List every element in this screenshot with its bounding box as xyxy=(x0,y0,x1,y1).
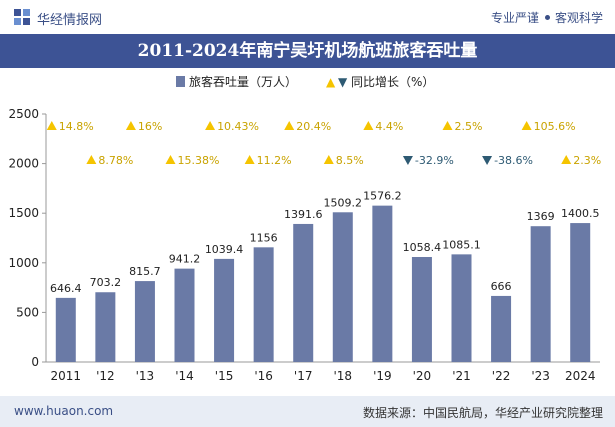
bar xyxy=(174,268,195,362)
x-tick-label: '20 xyxy=(413,369,432,383)
y-tick-label: 2000 xyxy=(8,157,39,171)
x-tick-label: '13 xyxy=(136,369,155,383)
tagline: 专业严谨 客观科学 xyxy=(491,9,603,26)
bar-value-label: 1509.2 xyxy=(324,196,363,209)
growth-value-label: 4.4% xyxy=(375,120,403,133)
growth-value-label: 14.8% xyxy=(59,120,94,133)
growth-up-marker xyxy=(46,121,57,130)
growth-value-label: -32.9% xyxy=(415,154,454,167)
x-tick-label: '23 xyxy=(531,369,550,383)
growth-value-label: 10.43% xyxy=(217,120,259,133)
y-tick-label: 1000 xyxy=(8,256,39,270)
bar xyxy=(332,212,353,362)
top-bar: 华经情报网 专业严谨 客观科学 xyxy=(0,0,615,34)
growth-value-label: 16% xyxy=(138,120,162,133)
bar-value-label: 1039.4 xyxy=(205,243,244,256)
growth-up-marker xyxy=(125,121,136,130)
growth-value-label: 11.2% xyxy=(257,154,292,167)
growth-up-marker xyxy=(284,121,295,130)
growth-up-marker xyxy=(244,155,255,164)
bar-value-label: 666 xyxy=(491,280,512,293)
legend-growth-label: 同比增长（%） xyxy=(351,75,434,89)
growth-value-label: 2.5% xyxy=(455,120,483,133)
growth-down-marker xyxy=(402,156,413,165)
x-tick-label: '19 xyxy=(373,369,392,383)
huajing-logo-icon xyxy=(14,9,30,25)
growth-up-marker xyxy=(165,155,176,164)
growth-down-marker xyxy=(482,156,493,165)
growth-up-marker xyxy=(442,121,453,130)
growth-up-marker xyxy=(86,155,97,164)
bar-value-label: 703.2 xyxy=(90,276,122,289)
brand-name: 华经情报网 xyxy=(37,13,103,28)
growth-value-label: 2.3% xyxy=(573,154,601,167)
growth-series: 14.8% 8.78% 16% 15.38% 10.43% 11.2% 20.4% 8.5% 4… xyxy=(46,120,601,167)
x-tick-label: '12 xyxy=(96,369,115,383)
growth-value-label: 20.4% xyxy=(296,120,331,133)
bar-value-label: 646.4 xyxy=(50,282,82,295)
bar xyxy=(55,297,76,362)
growth-up-marker xyxy=(561,155,572,164)
y-tick-label: 2500 xyxy=(8,107,39,121)
x-tick-label: '17 xyxy=(294,369,313,383)
bar xyxy=(411,257,432,362)
bar-value-label: 1391.6 xyxy=(284,208,323,221)
bar-value-label: 1369 xyxy=(527,210,555,223)
x-tick-label: '15 xyxy=(215,369,234,383)
tagline-dot xyxy=(544,15,550,20)
x-tick-label: '22 xyxy=(492,369,511,383)
chart-legend: 旅客吞吐量（万人） ▲ ▼ 同比增长（%） xyxy=(176,74,434,89)
bar-value-label: 1576.2 xyxy=(363,190,402,203)
bar xyxy=(451,254,472,362)
chart-title: 2011-2024年南宁吴圩机场航班旅客吞吐量 xyxy=(0,34,615,68)
growth-value-label: -38.6% xyxy=(494,154,533,167)
bar xyxy=(372,205,393,362)
growth-up-marker xyxy=(521,121,532,130)
x-tick-label: 2024 xyxy=(565,369,596,383)
y-tick-label: 500 xyxy=(16,305,39,319)
bar-value-label: 1400.5 xyxy=(561,207,600,220)
bar-series: 646.4 2011 703.2 '12 815.7 '13 941.2 '14 1039.4 '… xyxy=(50,190,599,383)
growth-value-label: 8.5% xyxy=(336,154,364,167)
passenger-throughput-chart: 旅客吞吐量（万人） ▲ ▼ 同比增长（%） 05001000150020002500 … xyxy=(8,74,601,383)
growth-up-marker xyxy=(323,155,334,164)
tagline-right: 客观科学 xyxy=(554,11,603,25)
growth-up-marker xyxy=(363,121,374,130)
bar xyxy=(570,223,591,362)
bar-value-label: 1156 xyxy=(250,231,278,244)
legend-bar-swatch xyxy=(176,76,185,87)
bar xyxy=(253,247,274,362)
x-tick-label: '18 xyxy=(333,369,352,383)
bar-value-label: 941.2 xyxy=(169,253,201,266)
bar xyxy=(530,226,551,362)
footer: www.huaon.com 数据来源：中国民航局，华经产业研究院整理 xyxy=(0,396,615,427)
x-tick-label: '21 xyxy=(452,369,471,383)
growth-value-label: 105.6% xyxy=(534,120,576,133)
legend-bar-label: 旅客吞吐量（万人） xyxy=(189,74,297,89)
bar-value-label: 815.7 xyxy=(129,265,161,278)
growth-value-label: 15.38% xyxy=(178,154,220,167)
tagline-left: 专业严谨 xyxy=(490,11,539,25)
bar xyxy=(491,295,512,362)
website-link[interactable]: www.huaon.com xyxy=(14,404,114,418)
x-tick-label: '14 xyxy=(175,369,194,383)
bar xyxy=(95,292,116,362)
y-tick-label: 0 xyxy=(31,355,39,369)
x-tick-label: 2011 xyxy=(51,369,82,383)
growth-value-label: 8.78% xyxy=(98,154,133,167)
data-source: 数据来源：中国民航局，华经产业研究院整理 xyxy=(362,406,603,420)
bar xyxy=(214,258,235,362)
growth-up-marker xyxy=(205,121,216,130)
bar xyxy=(134,281,155,362)
bar xyxy=(293,223,314,362)
y-tick-label: 1500 xyxy=(8,206,39,220)
legend-down-marker: ▼ xyxy=(338,75,348,89)
x-tick-label: '16 xyxy=(254,369,273,383)
bar-value-label: 1085.1 xyxy=(442,238,481,251)
bar-value-label: 1058.4 xyxy=(403,241,442,254)
legend-up-marker: ▲ xyxy=(326,75,336,89)
